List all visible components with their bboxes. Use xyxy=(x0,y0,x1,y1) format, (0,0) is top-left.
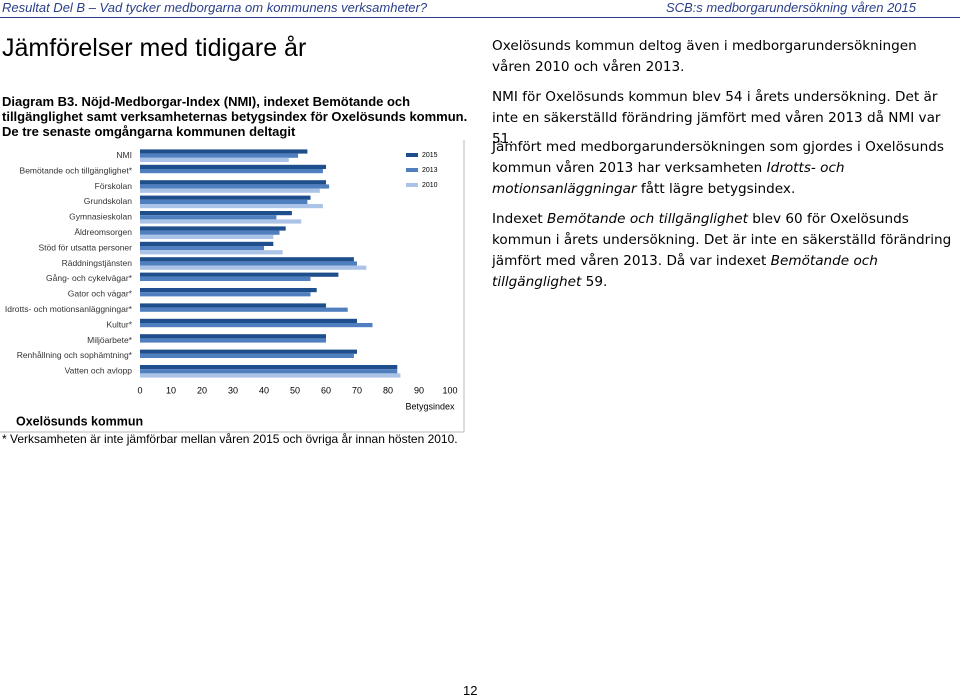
legend-label: 2013 xyxy=(422,167,438,174)
x-tick-label: 100 xyxy=(442,385,457,395)
text: Indexet xyxy=(492,211,548,227)
text: Jämfört med medborgarundersökningen som … xyxy=(492,139,944,176)
bar xyxy=(140,211,292,216)
bar xyxy=(140,334,326,339)
category-label: Räddningstjänsten xyxy=(62,258,133,268)
x-tick-label: 30 xyxy=(228,385,238,395)
header-rule xyxy=(0,17,960,18)
category-label: Grundskolan xyxy=(84,196,132,206)
bar xyxy=(140,303,326,308)
bar xyxy=(140,169,323,174)
category-label: NMI xyxy=(116,150,132,160)
legend-label: 2010 xyxy=(422,182,438,189)
category-label: Gång- och cykelvägar* xyxy=(46,273,133,283)
bar xyxy=(140,349,357,354)
bar xyxy=(140,318,357,323)
x-tick-label: 10 xyxy=(166,385,176,395)
bar xyxy=(140,307,348,312)
x-tick-label: 80 xyxy=(383,385,393,395)
x-tick-label: 60 xyxy=(321,385,331,395)
text: Bemötande och tillgänglighet xyxy=(492,253,878,290)
bar xyxy=(140,234,274,239)
text: Idrotts- och motionsanläggningar xyxy=(492,160,845,197)
category-label: Gator och vägar* xyxy=(68,289,133,299)
header-left: Resultat Del B – Vad tycker medborgarna … xyxy=(2,0,428,15)
x-tick-label: 70 xyxy=(352,385,362,395)
text: Oxelösunds kommun deltog även i medborga… xyxy=(492,38,917,75)
text: fått lägre betygsindex. xyxy=(636,181,796,197)
paragraph: Indexet Bemötande och tillgänglighet ble… xyxy=(492,209,954,293)
chart-source: Oxelösunds kommun xyxy=(16,414,143,428)
bar xyxy=(140,288,317,293)
bar xyxy=(140,276,311,281)
legend-swatch xyxy=(406,153,418,157)
bar xyxy=(140,199,308,204)
bar xyxy=(140,257,354,262)
bar xyxy=(140,246,264,251)
category-label: Äldreomsorgen xyxy=(74,227,132,237)
bar xyxy=(140,195,311,200)
bar xyxy=(140,369,398,374)
bar xyxy=(140,353,354,358)
legend-label: 2015 xyxy=(422,152,438,159)
bar xyxy=(140,226,286,231)
x-tick-label: 50 xyxy=(290,385,300,395)
page-title: Jämförelser med tidigare år xyxy=(2,34,307,62)
legend-swatch xyxy=(406,183,418,187)
bar xyxy=(140,184,330,189)
bar xyxy=(140,204,323,209)
bar xyxy=(140,272,339,277)
bar xyxy=(140,153,299,158)
bar xyxy=(140,241,274,246)
footnote: * Verksamheten är inte jämförbar mellan … xyxy=(2,432,458,446)
paragraph: Oxelösunds kommun deltog även i medborga… xyxy=(492,36,954,78)
paragraph: Jämfört med medborgarundersökningen som … xyxy=(492,137,954,200)
bar xyxy=(140,219,302,224)
bar xyxy=(140,149,308,154)
bar xyxy=(140,338,326,343)
bar xyxy=(140,265,367,270)
bar xyxy=(140,188,320,193)
diagram-caption: Diagram B3. Nöjd-Medborgar-Index (NMI), … xyxy=(2,94,468,139)
bar xyxy=(140,292,311,297)
category-label: Miljöarbete* xyxy=(87,335,133,345)
text: 59. xyxy=(581,274,608,290)
bar xyxy=(140,250,283,255)
category-label: Kultur* xyxy=(106,319,132,329)
category-label: Stöd för utsatta personer xyxy=(38,242,132,252)
bar xyxy=(140,164,326,169)
header-right: SCB:s medborgarundersökning våren 2015 xyxy=(665,0,916,15)
category-label: Gymnasieskolan xyxy=(69,212,132,222)
x-axis-label: Betygsindex xyxy=(405,401,455,411)
category-label: Bemötande och tillgänglighet* xyxy=(20,165,133,175)
x-tick-label: 20 xyxy=(197,385,207,395)
category-label: Förskolan xyxy=(95,181,133,191)
page-number: 12 xyxy=(463,683,478,698)
bar xyxy=(140,261,357,266)
x-tick-label: 0 xyxy=(137,385,142,395)
bar xyxy=(140,230,280,235)
bar xyxy=(140,157,289,162)
bar xyxy=(140,215,277,220)
bar xyxy=(140,180,326,185)
text: blev 60 för Oxelösunds kommun i årets un… xyxy=(492,211,952,269)
x-tick-label: 40 xyxy=(259,385,269,395)
bar xyxy=(140,373,401,378)
chart: NMI Bemötande och tillgänglighet* Förskola… xyxy=(0,140,465,433)
x-tick-label: 90 xyxy=(414,385,424,395)
legend-swatch xyxy=(406,168,418,172)
text: Bemötande och tillgänglighet xyxy=(547,211,748,227)
bar xyxy=(140,365,398,370)
category-label: Renhållning och sophämtning* xyxy=(17,350,133,360)
paragraph: NMI för Oxelösunds kommun blev 54 i året… xyxy=(492,87,954,150)
category-label: Vatten och avlopp xyxy=(65,366,133,376)
bar xyxy=(140,323,373,328)
category-label: Idrotts- och motionsanläggningar* xyxy=(5,304,133,314)
text: NMI för Oxelösunds kommun blev 54 i året… xyxy=(492,89,941,147)
